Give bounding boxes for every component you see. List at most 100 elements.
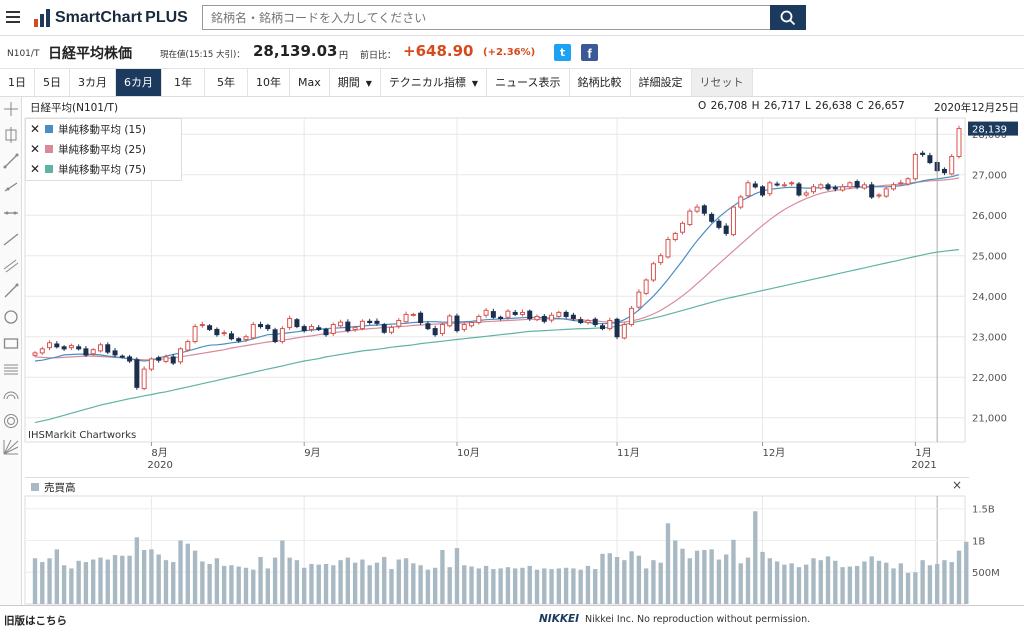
- volume-bar: [651, 560, 656, 604]
- menu-icon[interactable]: [6, 11, 20, 23]
- news-display-button[interactable]: ニュース表示: [487, 69, 570, 96]
- extended-line-icon[interactable]: [3, 231, 19, 247]
- range-6m-button[interactable]: 6カ月: [116, 69, 162, 96]
- candle-body: [432, 328, 438, 336]
- ray-icon[interactable]: [3, 179, 19, 195]
- footer: 旧版はこちら NIKKEI Nikkei Inc. No reproductio…: [0, 605, 1024, 631]
- volume-pane-header: 売買高: [25, 477, 969, 495]
- volume-bar: [287, 557, 292, 604]
- legend-item-sma15: ✕ 単純移動平均 (15): [30, 120, 146, 138]
- legend-swatch: [45, 125, 54, 133]
- range-5d-button[interactable]: 5日: [35, 69, 70, 96]
- volume-bar: [847, 566, 853, 604]
- logo-text: SmartChart PLUS: [55, 9, 188, 26]
- volume-bar: [563, 567, 569, 604]
- range-5y-button[interactable]: 5年: [205, 69, 248, 96]
- candle-body: [599, 325, 605, 330]
- range-max-button[interactable]: Max: [290, 69, 330, 96]
- close-icon[interactable]: ✕: [30, 122, 41, 136]
- current-price-label: 現在値(15:15 大引)：: [160, 50, 245, 60]
- candle-body: [527, 310, 533, 319]
- candle-body: [854, 181, 860, 188]
- volume-bar: [200, 561, 205, 604]
- twitter-share-icon[interactable]: t: [554, 44, 571, 61]
- horizontal-line-icon[interactable]: [3, 205, 19, 221]
- close-icon[interactable]: ✕: [30, 142, 41, 156]
- candle-body: [76, 346, 82, 350]
- volume-bar: [258, 556, 263, 604]
- volume-bar: [134, 537, 140, 604]
- search-button[interactable]: [770, 5, 806, 30]
- compare-button[interactable]: 銘柄比較: [570, 69, 631, 96]
- volume-bar: [316, 564, 321, 604]
- channel-icon[interactable]: [3, 257, 19, 273]
- fibonacci-icon[interactable]: [3, 361, 19, 377]
- candle-body: [68, 345, 74, 349]
- gann-fan-icon[interactable]: [3, 439, 19, 455]
- volume-bar: [600, 553, 605, 604]
- candle-body: [549, 314, 555, 321]
- price-chart[interactable]: 21,000 22,000 23,000 24,000 25,000 26,000 27,0…: [22, 97, 1024, 605]
- volume-bar: [673, 540, 678, 604]
- volume-bar: [367, 565, 372, 604]
- candle-body: [556, 311, 562, 317]
- circle-tool-icon[interactable]: [3, 309, 19, 325]
- candle-body: [869, 184, 875, 198]
- trendline-icon[interactable]: [3, 153, 19, 169]
- candle-body: [170, 356, 176, 364]
- volume-bar: [236, 566, 241, 604]
- candle-body: [512, 311, 518, 315]
- caret-down-icon: ▼: [365, 79, 372, 88]
- candle-body: [316, 327, 322, 330]
- volume-bar: [964, 541, 969, 604]
- fib-circle-icon[interactable]: [3, 413, 19, 429]
- candle-body: [454, 315, 460, 332]
- crosshair-icon[interactable]: [3, 101, 19, 117]
- legend-label: 単純移動平均 (75): [58, 163, 146, 176]
- candle-body: [39, 348, 45, 354]
- volume-bar: [905, 572, 911, 604]
- indicator-legend: ✕ 単純移動平均 (15) ✕ 単純移動平均 (25) ✕ 単純移動平均 (75…: [25, 118, 182, 181]
- period-dropdown[interactable]: 期間 ▼: [330, 69, 381, 96]
- close-icon[interactable]: ✕: [30, 162, 41, 176]
- candle-tool-icon[interactable]: [3, 127, 19, 143]
- candle-body: [941, 168, 947, 174]
- candle-body: [367, 320, 373, 324]
- arrow-line-icon[interactable]: [3, 283, 19, 299]
- fib-arc-icon[interactable]: [3, 387, 19, 403]
- rectangle-tool-icon[interactable]: [3, 335, 19, 351]
- reset-button[interactable]: リセット: [691, 69, 753, 96]
- candle-body: [789, 182, 795, 185]
- candle-body: [810, 186, 816, 193]
- volume-bar: [556, 568, 562, 604]
- volume-bar: [462, 565, 467, 604]
- detail-settings-button[interactable]: 詳細設定: [631, 69, 692, 96]
- candle-body: [818, 184, 824, 189]
- candle-body: [250, 324, 256, 339]
- range-3m-button[interactable]: 3カ月: [70, 69, 116, 96]
- candle-body: [265, 324, 271, 330]
- legend-label: 単純移動平均 (15): [58, 123, 146, 136]
- legend-label: 単純移動平均 (25): [58, 143, 146, 156]
- logo[interactable]: SmartChart PLUS: [34, 7, 188, 29]
- volume-bar: [709, 549, 714, 604]
- chart-area[interactable]: 21,000 22,000 23,000 24,000 25,000 26,000 27,0…: [22, 97, 1024, 605]
- range-1y-button[interactable]: 1年: [162, 69, 205, 96]
- facebook-share-icon[interactable]: f: [581, 44, 598, 61]
- volume-bar: [760, 551, 765, 604]
- volume-bar: [898, 563, 903, 604]
- range-1d-button[interactable]: 1日: [0, 69, 35, 96]
- technical-indicators-dropdown[interactable]: テクニカル指標 ▼: [381, 69, 488, 96]
- close-volume-icon[interactable]: ×: [952, 478, 963, 492]
- range-10y-button[interactable]: 10年: [248, 69, 290, 96]
- current-price: 28,139.03: [253, 42, 338, 60]
- search-input[interactable]: [202, 5, 770, 30]
- volume-bar: [338, 560, 343, 604]
- volume-bar: [251, 569, 256, 604]
- candle-body: [752, 183, 758, 188]
- volume-bar: [811, 558, 816, 604]
- candle-body: [519, 311, 525, 315]
- candle-body: [469, 322, 475, 327]
- volume-bar: [331, 565, 336, 604]
- old-version-link[interactable]: 旧版はこちら: [4, 615, 67, 627]
